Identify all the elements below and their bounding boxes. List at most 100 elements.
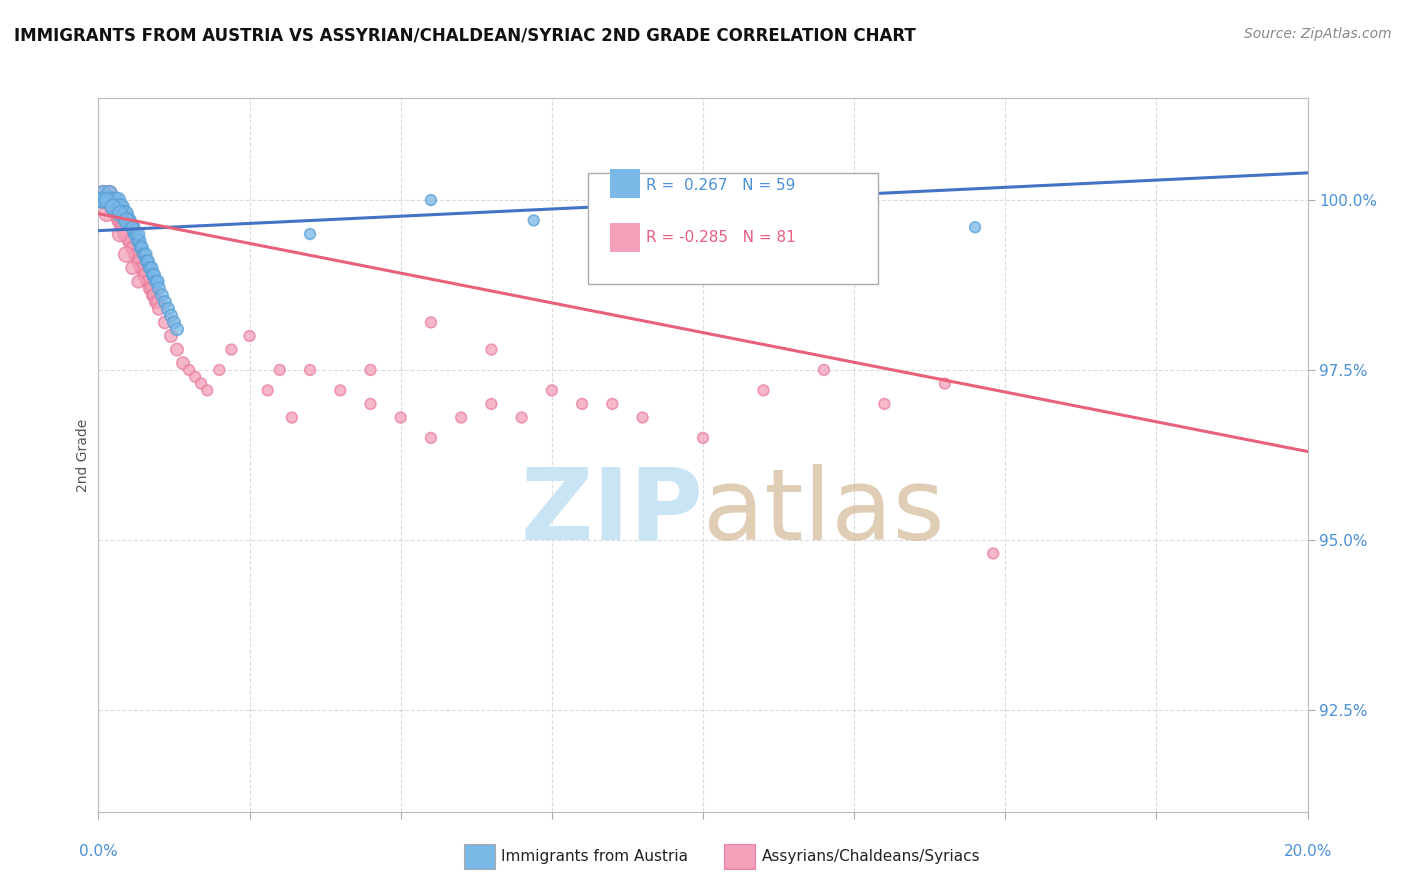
Point bbox=[631, 410, 654, 425]
Point bbox=[166, 343, 188, 357]
Point bbox=[135, 275, 157, 289]
Point bbox=[129, 260, 152, 275]
Point bbox=[450, 410, 472, 425]
Point bbox=[142, 288, 165, 302]
Point bbox=[143, 288, 166, 302]
Point bbox=[135, 254, 157, 268]
Point bbox=[723, 186, 745, 201]
Point bbox=[105, 200, 128, 214]
Point bbox=[166, 322, 188, 336]
Point bbox=[129, 241, 152, 255]
Point bbox=[110, 200, 132, 214]
Point bbox=[125, 247, 148, 261]
Point bbox=[117, 227, 139, 241]
Point bbox=[934, 376, 956, 391]
Point bbox=[91, 186, 114, 201]
Point bbox=[121, 260, 143, 275]
Point bbox=[98, 186, 121, 201]
Point bbox=[844, 234, 866, 248]
Point bbox=[571, 397, 593, 411]
Point bbox=[90, 193, 112, 207]
Point bbox=[111, 220, 134, 235]
Point bbox=[108, 207, 131, 221]
Point bbox=[127, 227, 149, 241]
Point bbox=[145, 295, 167, 310]
Point bbox=[104, 193, 127, 207]
Point bbox=[122, 220, 145, 235]
Point bbox=[360, 397, 382, 411]
Point bbox=[523, 213, 546, 227]
Point bbox=[96, 193, 118, 207]
Point bbox=[156, 301, 179, 316]
Text: Source: ZipAtlas.com: Source: ZipAtlas.com bbox=[1244, 27, 1392, 41]
Point bbox=[142, 268, 165, 282]
Point bbox=[661, 207, 683, 221]
Point bbox=[239, 329, 262, 343]
Point bbox=[94, 193, 117, 207]
Point bbox=[481, 397, 503, 411]
Point bbox=[299, 363, 322, 377]
Point bbox=[118, 234, 141, 248]
Point bbox=[100, 193, 122, 207]
Point bbox=[112, 220, 135, 235]
Point bbox=[420, 193, 443, 207]
FancyBboxPatch shape bbox=[588, 173, 879, 284]
Point bbox=[136, 254, 159, 268]
Point bbox=[141, 281, 163, 295]
Text: R =  0.267   N = 59: R = 0.267 N = 59 bbox=[647, 178, 796, 193]
Text: 0.0%: 0.0% bbox=[79, 845, 118, 859]
Point bbox=[100, 200, 122, 214]
Point bbox=[115, 213, 138, 227]
Point bbox=[420, 431, 443, 445]
Point bbox=[108, 213, 131, 227]
Point bbox=[100, 193, 122, 207]
Point bbox=[110, 213, 132, 227]
Point bbox=[118, 234, 141, 248]
Point bbox=[121, 241, 143, 255]
Point bbox=[146, 275, 169, 289]
Point bbox=[190, 376, 212, 391]
Point bbox=[115, 247, 138, 261]
Point bbox=[131, 241, 153, 255]
Point bbox=[221, 343, 243, 357]
Point bbox=[108, 227, 131, 241]
Point bbox=[121, 220, 143, 235]
Point bbox=[128, 234, 150, 248]
Point bbox=[329, 384, 352, 398]
Point bbox=[163, 315, 186, 329]
Point bbox=[127, 234, 149, 248]
Point bbox=[93, 193, 115, 207]
Point bbox=[160, 309, 183, 323]
Point bbox=[540, 384, 562, 398]
Point bbox=[112, 207, 135, 221]
Point bbox=[107, 193, 129, 207]
Point bbox=[94, 193, 117, 207]
Point bbox=[132, 268, 155, 282]
Point bbox=[103, 200, 125, 214]
Point bbox=[111, 207, 134, 221]
Point bbox=[100, 193, 122, 207]
Point bbox=[281, 410, 304, 425]
Text: Assyrians/Chaldeans/Syriacs: Assyrians/Chaldeans/Syriacs bbox=[762, 849, 980, 863]
Point bbox=[96, 193, 118, 207]
Point bbox=[389, 410, 412, 425]
Point bbox=[98, 186, 121, 201]
Point bbox=[148, 281, 170, 295]
Text: 20.0%: 20.0% bbox=[1284, 845, 1331, 859]
Text: IMMIGRANTS FROM AUSTRIA VS ASSYRIAN/CHALDEAN/SYRIAC 2ND GRADE CORRELATION CHART: IMMIGRANTS FROM AUSTRIA VS ASSYRIAN/CHAL… bbox=[14, 27, 915, 45]
Point bbox=[108, 200, 131, 214]
Point bbox=[153, 295, 176, 310]
Point bbox=[118, 213, 141, 227]
Point bbox=[91, 193, 114, 207]
Point bbox=[135, 247, 157, 261]
Point bbox=[127, 254, 149, 268]
Point bbox=[93, 193, 115, 207]
Point bbox=[131, 260, 153, 275]
Point bbox=[208, 363, 231, 377]
Point bbox=[139, 260, 162, 275]
Point bbox=[125, 227, 148, 241]
Point bbox=[124, 227, 146, 241]
Text: atlas: atlas bbox=[703, 464, 945, 560]
Point bbox=[145, 275, 167, 289]
Point bbox=[873, 397, 896, 411]
